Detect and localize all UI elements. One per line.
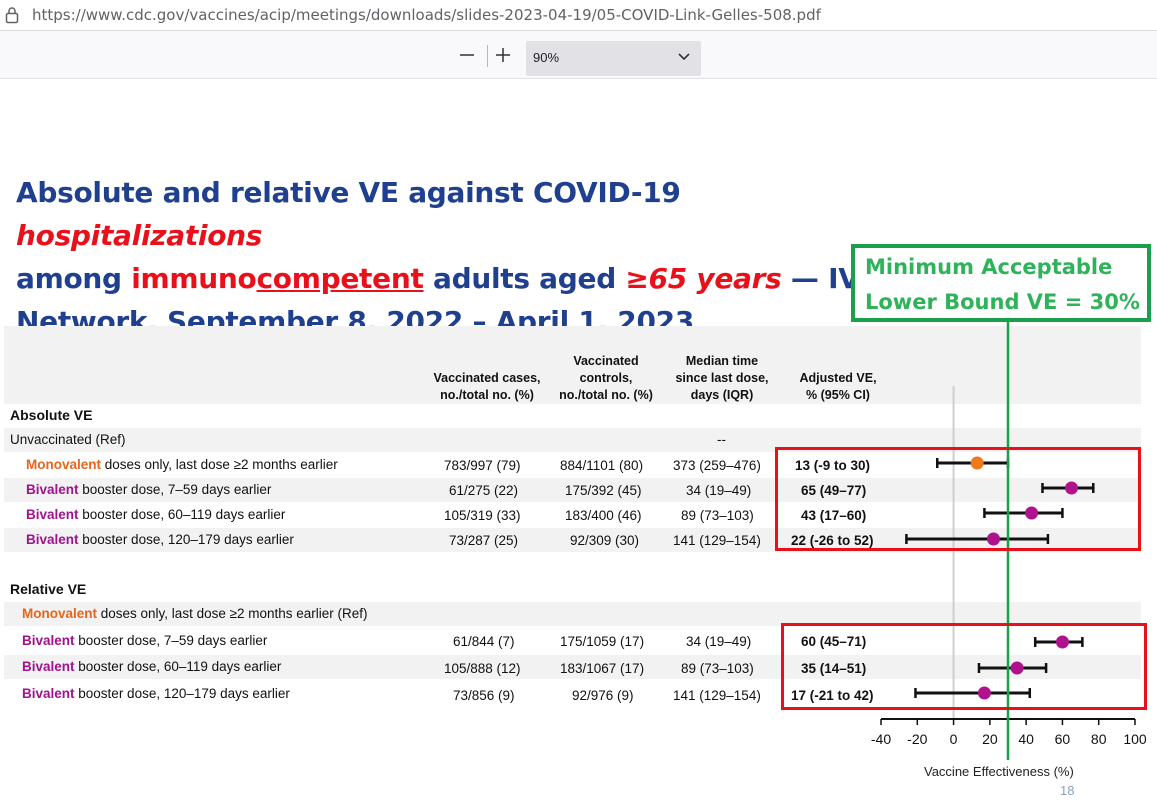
unvaccinated-time: --	[717, 432, 726, 447]
cell-time: 141 (129–154)	[673, 688, 761, 703]
ve-point	[1055, 635, 1069, 649]
ve-point	[977, 686, 991, 700]
absolute-ve-highlight-box	[775, 447, 1141, 551]
ve-point	[1065, 481, 1078, 495]
cell-time: 34 (19–49)	[686, 483, 752, 498]
zoom-select[interactable]: 90%	[526, 41, 701, 76]
cell-controls: 92/309 (30)	[570, 533, 640, 548]
row-label: Monovalent doses only, last dose ≥2 mont…	[22, 606, 368, 621]
cell-controls: 175/392 (45)	[565, 483, 642, 498]
cell-controls: 183/1067 (17)	[560, 661, 645, 676]
header-cases: Vaccinated cases, no./total no. (%)	[433, 371, 541, 402]
cell-controls: 884/1101 (80)	[560, 458, 644, 473]
row-label: Bivalent booster dose, 7–59 days earlier	[26, 482, 272, 497]
cell-time: 373 (259–476)	[673, 458, 761, 473]
row-label: Monovalent doses only, last dose ≥2 mont…	[26, 457, 338, 472]
ve-point	[970, 456, 984, 470]
page-number: 18	[1060, 783, 1075, 798]
cell-time: 89 (73–103)	[681, 661, 754, 676]
cell-time: 34 (19–49)	[686, 634, 752, 649]
address-bar[interactable]: https://www.cdc.gov/vaccines/acip/meetin…	[0, 0, 1157, 31]
cell-time: 89 (73–103)	[681, 508, 754, 523]
cell-ve: 43 (17–60)	[801, 508, 867, 523]
cell-ve: 13 (-9 to 30)	[795, 458, 871, 473]
table-row	[4, 655, 1141, 679]
x-axis-label: Vaccine Effectiveness (%)	[924, 764, 1074, 779]
url-text[interactable]: https://www.cdc.gov/vaccines/acip/meetin…	[32, 6, 821, 24]
row-label: Bivalent booster dose, 60–119 days earli…	[26, 507, 286, 522]
row-label: Bivalent booster dose, 7–59 days earlier	[22, 633, 268, 648]
absolute-ve-label: Absolute VE	[10, 407, 93, 423]
cell-controls: 175/1059 (17)	[560, 634, 645, 649]
header-ve: Adjusted VE,% (95% CI)	[799, 371, 877, 402]
x-tick-label: 80	[1091, 731, 1107, 747]
cell-cases: 783/997 (79)	[444, 458, 521, 473]
cell-cases: 105/319 (33)	[444, 508, 521, 523]
x-tick-label: 0	[950, 731, 958, 747]
ve-point	[1025, 506, 1039, 520]
relative-ve-label: Relative VE	[10, 581, 87, 597]
cell-cases: 73/856 (9)	[453, 688, 515, 703]
table-row	[4, 478, 1141, 502]
x-tick-label: -20	[907, 731, 927, 747]
cell-ve: 35 (14–51)	[801, 661, 867, 676]
plus-icon	[496, 48, 510, 62]
minus-icon	[460, 54, 474, 56]
zoom-out-button[interactable]	[453, 41, 481, 69]
unvaccinated-label: Unvaccinated (Ref)	[10, 432, 126, 447]
cell-ve: 17 (-21 to 42)	[791, 688, 874, 703]
toolbar-separator	[487, 45, 488, 67]
cell-cases: 73/287 (25)	[449, 533, 519, 548]
cell-cases: 105/888 (12)	[444, 661, 521, 676]
pdf-toolbar: 90%	[0, 31, 1157, 79]
header-time: Median time since last dose, days (IQR)	[675, 354, 769, 402]
ve-point	[1010, 661, 1024, 675]
cell-ve: 60 (45–71)	[801, 634, 867, 649]
row-label: Bivalent booster dose, 120–179 days earl…	[22, 686, 290, 701]
x-tick-label: 60	[1055, 731, 1071, 747]
x-tick-label: 100	[1123, 731, 1147, 747]
slide-title: Absolute and relative VE against COVID-1…	[16, 176, 880, 338]
cell-cases: 61/275 (22)	[449, 483, 519, 498]
cell-controls: 183/400 (46)	[565, 508, 642, 523]
x-tick-label: 20	[982, 731, 998, 747]
cell-time: 141 (129–154)	[673, 533, 761, 548]
table-header	[4, 326, 1141, 404]
row-label: Bivalent booster dose, 60–119 days earli…	[22, 659, 282, 674]
cell-controls: 92/976 (9)	[572, 688, 634, 703]
x-tick-label: 40	[1018, 731, 1034, 747]
row-label: Bivalent booster dose, 120–179 days earl…	[26, 532, 294, 547]
cell-cases: 61/844 (7)	[453, 634, 515, 649]
minimum-lower-bound-callout: Minimum Acceptable Lower Bound VE = 30%	[851, 244, 1151, 322]
x-tick-label: -40	[871, 731, 891, 747]
table-row	[4, 602, 1141, 626]
relative-ve-highlight-box	[781, 623, 1147, 710]
zoom-value: 90%	[533, 50, 560, 65]
cell-ve: 65 (49–77)	[801, 483, 867, 498]
cell-ve: 22 (-26 to 52)	[791, 533, 874, 548]
header-controls: Vaccinated controls, no./total no. (%)	[559, 354, 653, 402]
ve-point	[986, 532, 1000, 546]
lock-icon	[5, 7, 19, 24]
zoom-in-button[interactable]	[489, 41, 517, 69]
chevron-down-icon	[678, 53, 690, 61]
